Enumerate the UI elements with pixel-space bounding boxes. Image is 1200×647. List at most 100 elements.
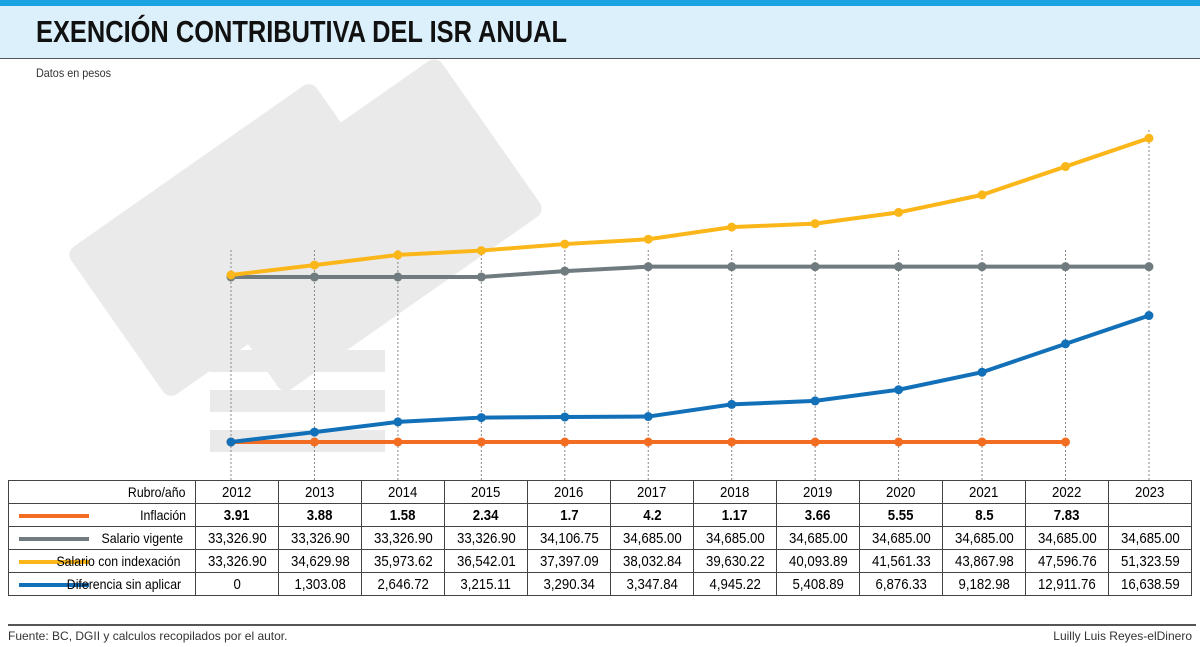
- table-cell: [1108, 503, 1192, 527]
- data-point: [977, 367, 987, 377]
- table-cell: 1.7: [527, 503, 611, 527]
- data-point: [560, 266, 570, 276]
- data-point: [1061, 262, 1070, 272]
- data-point: [643, 437, 653, 447]
- table-cell: 34,685.00: [610, 526, 694, 550]
- table-cell: 33,326.90: [361, 526, 445, 550]
- table-cell: 16,638.59: [1108, 572, 1192, 596]
- table-cell: 41,561.33: [859, 549, 943, 573]
- data-point: [810, 219, 820, 229]
- table-cell: 2,646.72: [361, 572, 445, 596]
- data-point: [309, 427, 319, 437]
- table-cell: 1,303.08: [278, 572, 362, 596]
- table-row: Salario vigente 33,326.90 33,326.90 33,326.…: [8, 526, 1192, 550]
- series-line-1: [231, 264, 1149, 279]
- table-cell: 38,032.84: [610, 549, 694, 573]
- table-cell: 37,397.09: [527, 549, 611, 573]
- money-watermark-icon: [69, 59, 542, 452]
- table-row: Diferencia sin aplicar 0 1,303.08 2,646.72 3…: [8, 572, 1192, 596]
- data-point: [727, 437, 737, 447]
- year-header: 2022: [1025, 480, 1109, 504]
- data-point: [309, 272, 319, 282]
- data-point: [894, 262, 904, 272]
- table-cell: 39,630.22: [693, 549, 777, 573]
- data-point: [810, 262, 820, 272]
- data-point: [1061, 162, 1070, 172]
- table-cell: 34,685.00: [1025, 526, 1109, 550]
- year-header: 2016: [527, 480, 611, 504]
- data-point: [1144, 262, 1154, 272]
- data-point: [977, 190, 987, 200]
- table-cell: 4.2: [610, 503, 694, 527]
- corner-label: Rubro/año: [8, 480, 196, 504]
- row-label: Salario con indexación: [8, 549, 196, 573]
- line-chart: [69, 59, 1154, 480]
- data-point: [393, 272, 403, 282]
- legend-swatch: [19, 537, 89, 541]
- data-point: [727, 222, 737, 232]
- top-stripe: [0, 0, 1200, 6]
- data-point: [393, 417, 403, 427]
- table-cell: 3,215.11: [444, 572, 528, 596]
- year-header: 2012: [195, 480, 279, 504]
- data-point: [393, 250, 403, 260]
- data-point: [643, 412, 653, 422]
- data-point: [309, 260, 319, 270]
- table-cell: 5.55: [859, 503, 943, 527]
- data-point: [810, 396, 820, 406]
- data-point: [226, 437, 236, 447]
- table-cell: 33,326.90: [444, 526, 528, 550]
- table-cell: 34,685.00: [693, 526, 777, 550]
- data-point: [226, 270, 236, 280]
- table-cell: 33,326.90: [278, 526, 362, 550]
- table-cell: 35,973.62: [361, 549, 445, 573]
- data-point: [393, 437, 403, 447]
- table-cell: 6,876.33: [859, 572, 943, 596]
- data-point: [894, 207, 904, 217]
- data-point: [1144, 311, 1154, 321]
- table-cell: 34,106.75: [527, 526, 611, 550]
- legend-swatch: [19, 514, 89, 518]
- data-point: [560, 239, 570, 249]
- data-point: [643, 234, 653, 244]
- year-header: 2019: [776, 480, 860, 504]
- table-cell: 34,685.00: [1108, 526, 1192, 550]
- data-point: [727, 262, 737, 272]
- row-label: Inflación: [8, 503, 196, 527]
- row-label: Salario vigente: [8, 526, 196, 550]
- table-cell: 34,685.00: [859, 526, 943, 550]
- table-cell: 40,093.89: [776, 549, 860, 573]
- table-cell: 33,326.90: [195, 526, 279, 550]
- table-cell: 5,408.89: [776, 572, 860, 596]
- table-cell: 47,596.76: [1025, 549, 1109, 573]
- data-point: [894, 385, 904, 395]
- table-cell: 3.91: [195, 503, 279, 527]
- table-cell: 34,685.00: [776, 526, 860, 550]
- year-header: 2015: [444, 480, 528, 504]
- table-cell: 9,182.98: [942, 572, 1026, 596]
- table-cell: 8.5: [942, 503, 1026, 527]
- table-cell: 34,629.98: [278, 549, 362, 573]
- table-cell: 4,945.22: [693, 572, 777, 596]
- data-point: [476, 437, 486, 447]
- credit: Luilly Luis Reyes-elDinero: [1053, 629, 1192, 643]
- data-point: [894, 437, 904, 447]
- data-point: [727, 399, 737, 409]
- legend-swatch: [19, 583, 89, 587]
- table-cell: 3.66: [776, 503, 860, 527]
- source-note: Fuente: BC, DGII y calculos recopilados …: [8, 629, 288, 643]
- page-title: EXENCIÓN CONTRIBUTIVA DEL ISR ANUAL: [36, 14, 568, 49]
- data-point: [1144, 133, 1154, 143]
- series-line-3: [230, 313, 1150, 444]
- table-cell: 12,911.76: [1025, 572, 1109, 596]
- year-header: 2017: [610, 480, 694, 504]
- data-table: Rubro/año 2012 2013 2014 2015 2016 2017 2018 201…: [8, 480, 1192, 596]
- data-point: [810, 437, 820, 447]
- data-point: [476, 272, 486, 282]
- table-cell: 3,290.34: [527, 572, 611, 596]
- data-point: [1061, 437, 1070, 447]
- data-point: [309, 437, 319, 447]
- year-header: 2020: [859, 480, 943, 504]
- table-cell: 3.88: [278, 503, 362, 527]
- table-row: Salario con indexación 33,326.90 34,629.98…: [8, 549, 1192, 573]
